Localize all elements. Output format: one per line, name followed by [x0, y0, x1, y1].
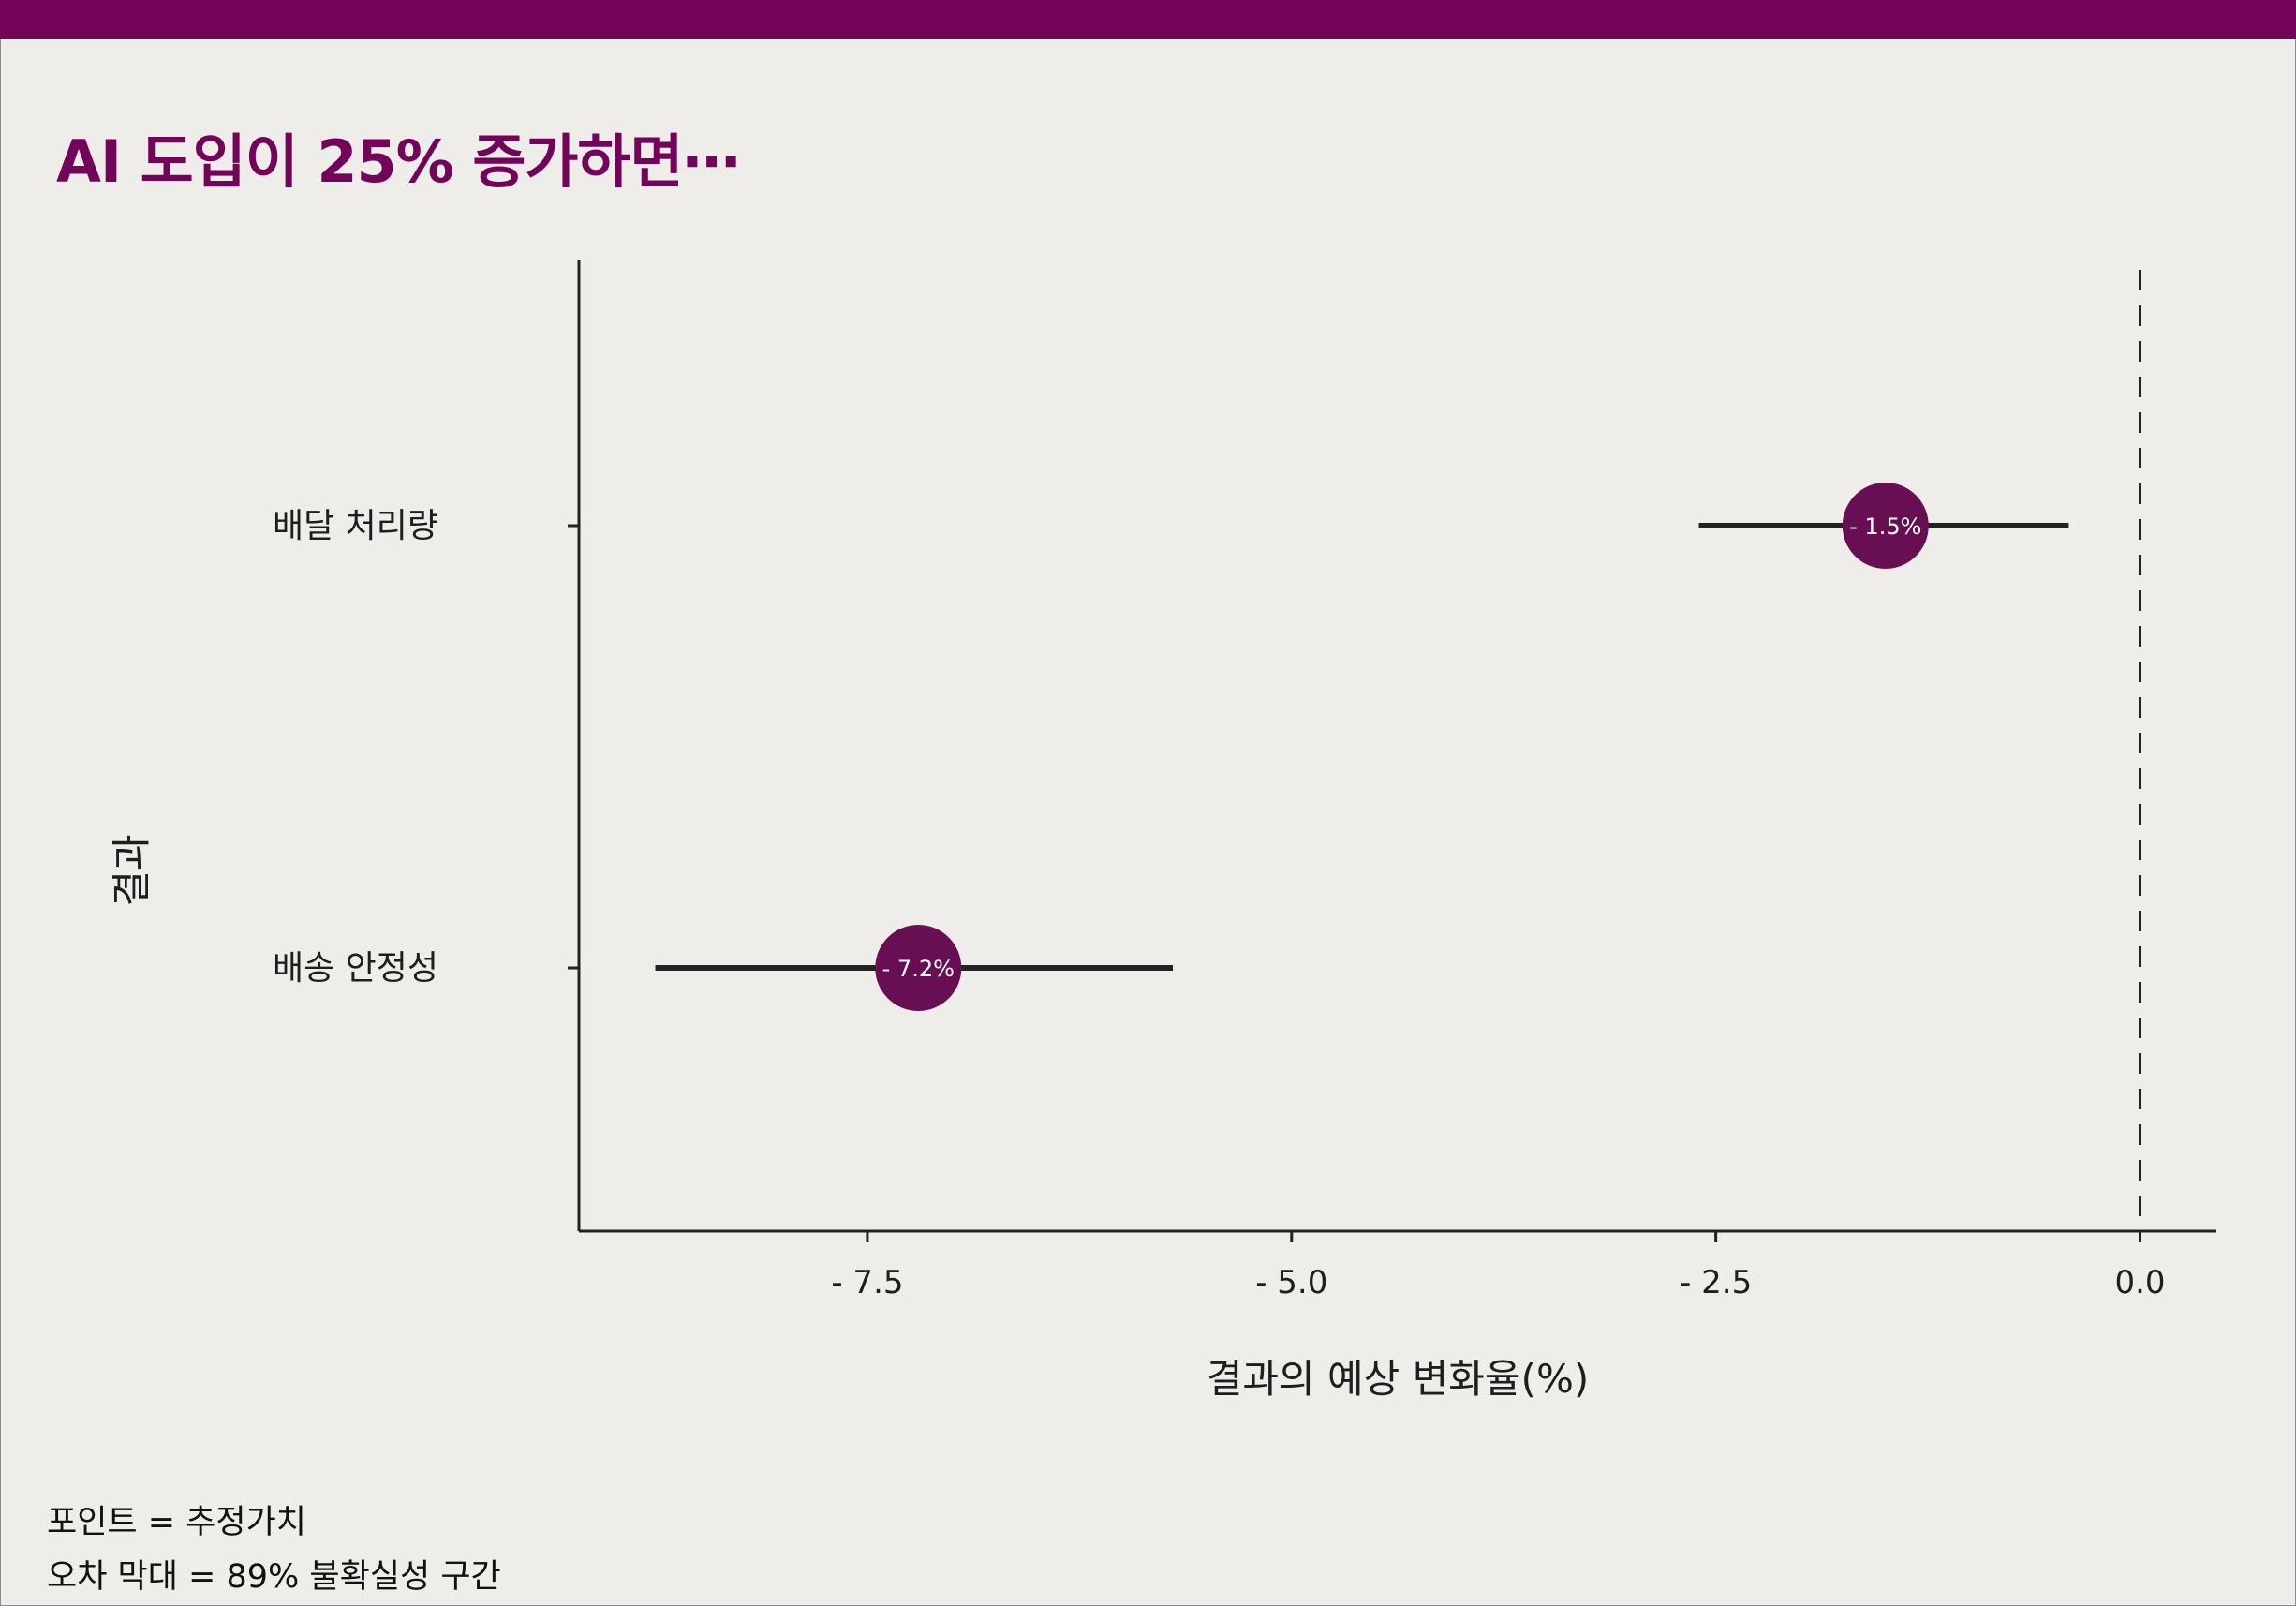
point-label: - 7.2% [882, 956, 955, 982]
chart-title: AI 도입이 25% 증가하면⋯ [56, 127, 740, 196]
chart-notes: 포인트 = 추정가치 오차 막대 = 89% 불확실성 구간 [47, 1495, 501, 1604]
estimate-point [875, 925, 962, 1011]
note-errorbar-legend: 오차 막대 = 89% 불확실성 구간 [47, 1558, 501, 1596]
category-label: 배송 안정성 [273, 949, 438, 988]
x-tick-label: - 7.5 [831, 1264, 903, 1301]
top-accent-bar [0, 0, 2296, 39]
y-axis-title: 결과 [109, 834, 155, 906]
note-point-legend: 포인트 = 추정가치 [47, 1504, 306, 1541]
x-axis-title: 결과의 예상 변화율(%) [1207, 1356, 1590, 1402]
category-label: 배달 처리량 [273, 507, 438, 545]
x-tick-label: 0.0 [2114, 1264, 2165, 1301]
estimate-point [1842, 483, 1929, 569]
x-tick-label: - 2.5 [1680, 1264, 1752, 1301]
point-label: - 1.5% [1849, 513, 1921, 540]
x-tick-label: - 5.0 [1255, 1264, 1327, 1301]
